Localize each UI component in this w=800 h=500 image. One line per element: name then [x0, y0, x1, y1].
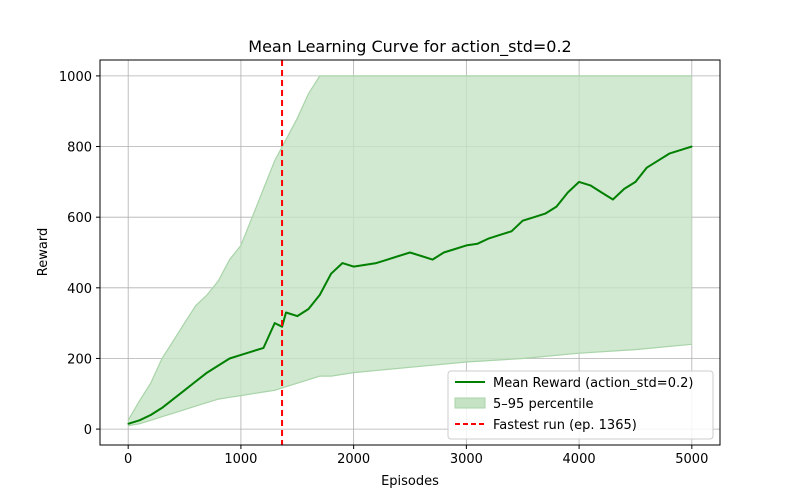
x-tick-label: 4000	[563, 452, 596, 467]
mean-reward-point	[251, 350, 253, 353]
mean-reward-point	[195, 380, 197, 383]
legend-box	[447, 370, 714, 440]
mean-reward-point	[281, 325, 283, 328]
mean-reward-point	[476, 242, 479, 245]
mean-reward-point	[533, 216, 535, 218]
percentile-lower-edge	[128, 343, 692, 427]
mean-reward-point	[645, 166, 648, 169]
axis-ticks: 0 1000 2000 3000 4000 5000 0 200 400 600 800 1000	[59, 70, 708, 467]
mean-reward-point	[443, 251, 445, 254]
mean-reward-point	[172, 398, 175, 400]
x-tick-label: 3000	[450, 452, 483, 467]
mean-reward-point	[397, 255, 400, 257]
legend-mean-label: Mean Reward (action_std=0.2)	[493, 376, 693, 391]
mean-reward-point	[364, 264, 366, 266]
mean-reward-point	[138, 419, 141, 422]
mean-reward-point	[567, 191, 569, 194]
mean-reward-point	[149, 414, 152, 416]
y-tick-label: 0	[84, 423, 92, 438]
mean-reward-point	[127, 423, 129, 425]
y-tick-label: 200	[67, 352, 92, 367]
x-axis-label: Episodes	[381, 474, 439, 489]
mean-reward-point	[600, 191, 603, 194]
mean-reward-point	[273, 322, 276, 324]
mean-reward-point	[657, 159, 659, 162]
mean-reward-point	[668, 152, 671, 155]
legend: Mean Reward (action_std=0.2) 5–95 percen…	[447, 370, 714, 440]
mean-reward-point	[386, 258, 389, 261]
mean-reward-point	[217, 364, 220, 367]
mean-reward-point	[161, 407, 163, 409]
mean-reward-point	[330, 272, 332, 275]
mean-reward-point	[307, 308, 310, 310]
x-tick-label: 2000	[337, 452, 370, 467]
y-tick-label: 400	[67, 282, 92, 297]
mean-reward-point	[544, 212, 547, 215]
mean-reward-point	[612, 198, 614, 201]
x-tick-label: 1000	[224, 452, 257, 467]
mean-reward-point	[183, 389, 186, 392]
mean-reward-point	[623, 188, 625, 190]
legend-fastest-label: Fastest run (ep. 1365)	[493, 418, 637, 433]
mean-reward-point	[578, 181, 580, 183]
plot-frame	[99, 59, 721, 446]
x-tick-label: 0	[124, 452, 132, 467]
plot-area	[100, 60, 720, 445]
mean-reward-point	[352, 265, 355, 268]
mean-reward-point	[679, 149, 682, 151]
mean-reward-point	[488, 237, 490, 240]
legend-band-swatch	[454, 397, 486, 409]
legend-band-label: 5–95 percentile	[493, 397, 593, 412]
mean-reward-point	[691, 145, 693, 148]
mean-reward-point	[431, 258, 434, 261]
mean-reward-point	[319, 294, 321, 296]
mean-reward-point	[634, 181, 637, 183]
mean-reward-point	[510, 230, 513, 233]
mean-reward-point	[499, 234, 502, 236]
mean-reward-point	[375, 262, 378, 264]
mean-reward-point	[589, 184, 592, 187]
mean-reward-point	[296, 315, 299, 317]
y-axis-label: Reward	[36, 228, 51, 276]
chart-title: Mean Learning Curve for action_std=0.2	[248, 37, 571, 57]
mean-reward-point	[206, 371, 208, 374]
mean-reward-point	[465, 244, 468, 247]
mean-reward-point	[409, 251, 411, 254]
mean-reward-point	[240, 354, 242, 356]
mean-reward-point	[555, 205, 558, 208]
mean-reward-line	[127, 145, 693, 425]
mean-reward-point	[420, 255, 423, 257]
percentile-band	[128, 75, 692, 426]
mean-reward-point	[285, 311, 287, 314]
mean-reward-point	[228, 357, 231, 360]
mean-reward-point	[341, 262, 344, 264]
y-tick-label: 600	[67, 211, 92, 226]
y-tick-label: 800	[67, 141, 92, 156]
mean-reward-point	[454, 248, 456, 250]
x-tick-label: 5000	[675, 452, 708, 467]
y-tick-label: 1000	[59, 70, 92, 85]
mean-reward-point	[521, 219, 524, 222]
percentile-upper-edge	[127, 75, 692, 421]
mean-reward-point	[262, 347, 265, 349]
